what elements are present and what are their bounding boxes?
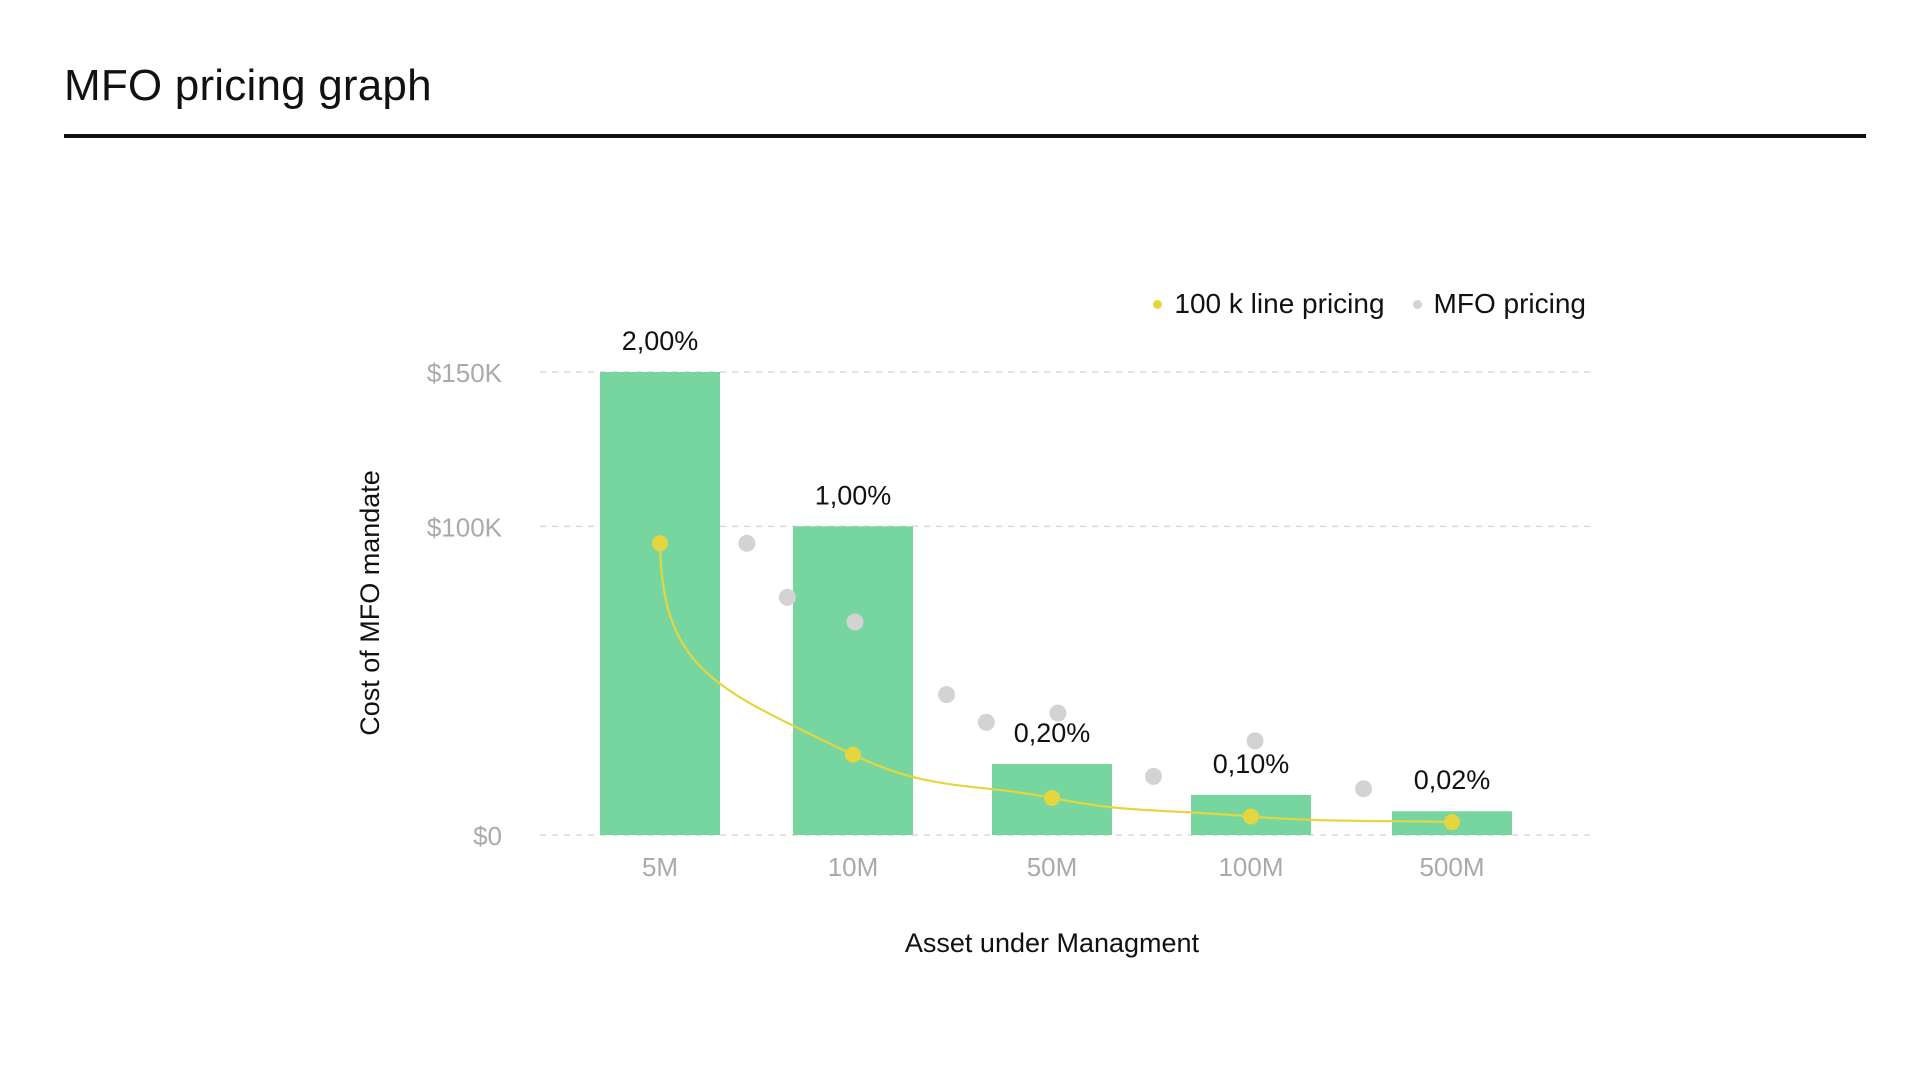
mfo-pricing-point-1 bbox=[778, 588, 796, 606]
bar-data-label: 2,00% bbox=[622, 326, 699, 356]
bar-10M bbox=[793, 526, 913, 835]
mfo-pricing-point-4 bbox=[977, 713, 995, 731]
line-pricing-curve bbox=[658, 543, 1453, 824]
mfo-pricing-point-8 bbox=[1355, 780, 1373, 798]
mfo-pricing-point-2 bbox=[846, 613, 864, 631]
line-pricing-point-500M bbox=[1444, 814, 1460, 831]
line-pricing-point-10M bbox=[845, 746, 861, 763]
legend-item-mfo-pricing: MFO pricing bbox=[1412, 288, 1586, 320]
chart-legend: 100 k line pricing MFO pricing bbox=[1153, 288, 1586, 320]
legend-line-pricing-label: 100 k line pricing bbox=[1174, 288, 1385, 319]
legend-line-pricing-dot bbox=[1153, 299, 1163, 309]
x-axis-label: Asset under Managment bbox=[905, 928, 1200, 958]
page-header: MFO pricing graph bbox=[64, 60, 1866, 140]
bar-data-label: 0,02% bbox=[1414, 765, 1491, 795]
x-tick-label: 500M bbox=[1419, 852, 1484, 882]
mfo-pricing-point-3 bbox=[938, 686, 956, 704]
y-axis-label: Cost of MFO mandate bbox=[355, 470, 385, 736]
bar-5M bbox=[600, 372, 720, 835]
legend-mfo-pricing-dot bbox=[1412, 299, 1422, 309]
x-tick-label: 10M bbox=[828, 852, 879, 882]
mfo-pricing-point-7 bbox=[1246, 732, 1264, 750]
x-tick-label: 5M bbox=[642, 852, 678, 882]
legend-item-line-pricing: 100 k line pricing bbox=[1153, 288, 1385, 320]
line-pricing-point-50M bbox=[1044, 789, 1060, 806]
y-tick-label: $100K bbox=[427, 512, 503, 542]
x-tick-label: 50M bbox=[1027, 852, 1078, 882]
x-tick-label: 100M bbox=[1218, 852, 1283, 882]
title-divider bbox=[64, 134, 1866, 138]
bar-data-label: 0,20% bbox=[1014, 718, 1091, 748]
y-tick-label: $0 bbox=[473, 821, 502, 851]
bar-data-label: 1,00% bbox=[815, 480, 892, 510]
bar-data-label: 0,10% bbox=[1213, 749, 1290, 779]
mfo-pricing-point-0 bbox=[738, 534, 756, 552]
mfo-pricing-point-6 bbox=[1144, 767, 1162, 785]
mfo-pricing-point-5 bbox=[1049, 704, 1067, 722]
line-pricing-point-100M bbox=[1243, 808, 1259, 825]
y-tick-label: $150K bbox=[427, 358, 503, 388]
line-pricing-point-5M bbox=[652, 535, 668, 552]
page-title: MFO pricing graph bbox=[64, 61, 432, 110]
legend-mfo-pricing-label: MFO pricing bbox=[1433, 288, 1586, 319]
